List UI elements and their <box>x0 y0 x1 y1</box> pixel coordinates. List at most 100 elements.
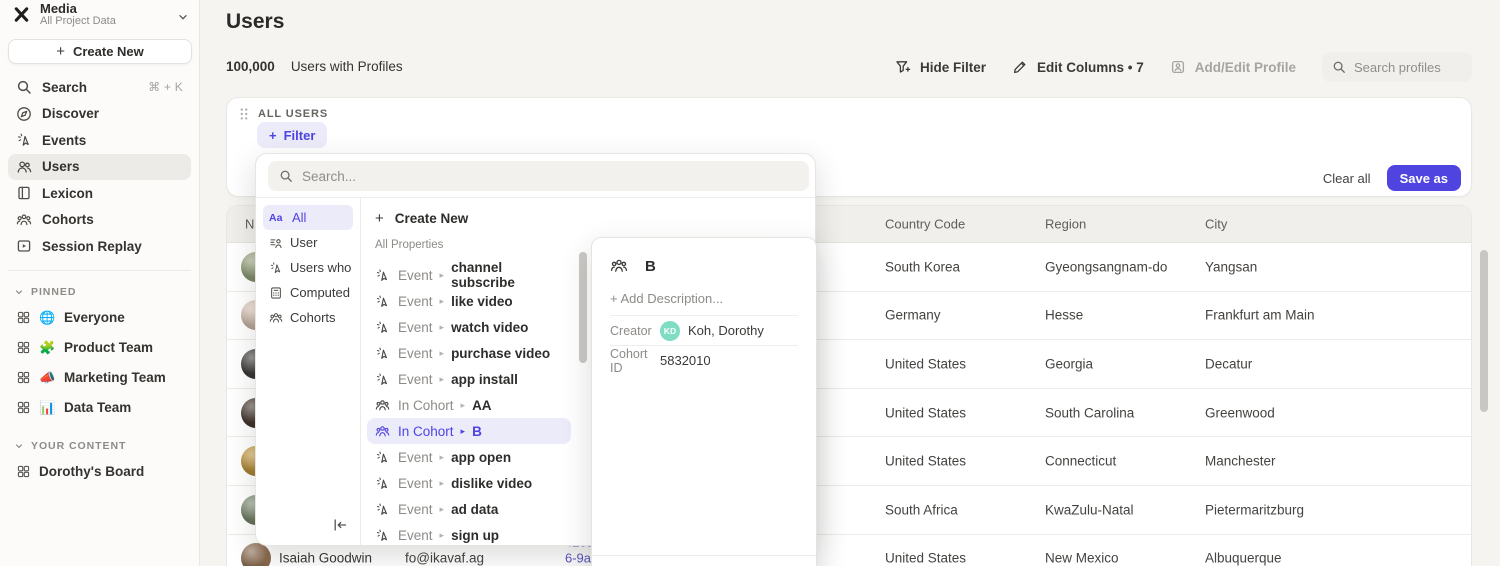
save-as-button[interactable]: Save as <box>1386 165 1461 191</box>
picker-item[interactable]: In Cohort ▸ AA <box>367 392 571 418</box>
picker-item[interactable]: Event ▸ app install <box>367 366 571 392</box>
sidebar-item-search[interactable]: Search ⌘ + K <box>8 74 191 101</box>
category-label: Cohorts <box>290 310 336 325</box>
sidebar-nav: Search ⌘ + K Discover Events Users Lexic… <box>0 74 199 260</box>
column-header-region[interactable]: Region <box>1045 216 1087 232</box>
drag-handle-icon[interactable] <box>239 107 249 121</box>
item-name: purchase video <box>451 345 551 361</box>
item-name: B <box>472 423 482 439</box>
cohort-title: B <box>645 257 656 275</box>
event-icon <box>375 502 390 517</box>
sidebar-board-data-team[interactable]: 📊 Data Team <box>8 393 191 423</box>
board-grid-icon <box>16 400 31 415</box>
picker-item[interactable]: Event ▸ channel subscribe <box>367 260 571 290</box>
edit-columns-button[interactable]: Edit Columns • 7 <box>1012 59 1144 75</box>
filter-group-label: ALL USERS <box>258 108 329 120</box>
cohort-popover-header: B <box>610 252 798 280</box>
chevron-right-icon: ▸ <box>460 425 466 436</box>
chevron-right-icon: ▸ <box>439 503 445 514</box>
column-header-country-code[interactable]: Country Code <box>885 216 966 232</box>
cell-email: fo@ikavaf.ag <box>405 550 484 566</box>
item-prefix: Event <box>398 319 433 335</box>
sidebar-item-label: Discover <box>42 106 100 122</box>
column-header-city[interactable]: City <box>1205 216 1228 232</box>
chevron-down-icon <box>15 443 23 448</box>
sidebar-item-users[interactable]: Users <box>8 153 191 180</box>
picker-item[interactable]: Event ▸ app open <box>367 444 571 470</box>
category-user[interactable]: User <box>263 230 353 255</box>
picker-scrollbar-thumb[interactable] <box>579 252 587 363</box>
filter-actions: Clear all Save as <box>1323 165 1461 191</box>
filter-button-label: Filter <box>283 127 316 143</box>
add-edit-profile-button[interactable]: Add/Edit Profile <box>1170 59 1296 75</box>
clear-all-button[interactable]: Clear all <box>1322 170 1371 186</box>
sidebar-board-product-team[interactable]: 🧩 Product Team <box>8 333 191 363</box>
create-new-button[interactable]: + Create New <box>8 39 192 64</box>
category-users-who-did[interactable]: Users who di... <box>263 255 353 280</box>
event-icon <box>269 261 283 275</box>
sidebar-item-cohorts[interactable]: Cohorts <box>8 207 191 234</box>
search-profiles-input[interactable] <box>1354 59 1462 75</box>
picker-create-new-button[interactable]: + Create New <box>367 204 571 232</box>
category-all[interactable]: Aa All <box>263 205 353 230</box>
property-picker-dropdown: Aa All User Users who di... Computed <box>255 153 817 566</box>
picker-item[interactable]: In Cohort ▸ B <box>367 418 571 444</box>
cell-country-code: United States <box>885 356 967 372</box>
megaphone-emoji-icon: 📣 <box>39 369 56 385</box>
create-new-label: Create New <box>72 44 144 59</box>
user-property-icon <box>269 236 283 250</box>
picker-item[interactable]: Event ▸ watch video <box>367 314 571 340</box>
item-prefix: Event <box>398 267 433 283</box>
picker-item[interactable]: Event ▸ like video <box>367 288 571 314</box>
item-name: app install <box>451 371 518 387</box>
add-description-button[interactable]: + Add Description... <box>610 291 724 306</box>
picker-search-input[interactable] <box>302 168 798 184</box>
your-content-header-label: YOUR CONTENT <box>31 439 127 452</box>
your-content-section-header[interactable]: YOUR CONTENT <box>0 435 199 457</box>
workspace-name: Media <box>40 1 77 16</box>
hide-filter-button[interactable]: Hide Filter <box>895 59 986 75</box>
filter-group-header: ALL USERS <box>239 107 328 121</box>
category-computed[interactable]: Computed <box>263 280 353 305</box>
board-grid-icon <box>16 370 31 385</box>
pinned-section-header[interactable]: PINNED <box>0 281 199 303</box>
creator-label: Creator <box>610 323 652 338</box>
picker-item[interactable]: Event ▸ ad data <box>367 496 571 522</box>
sidebar-board-everyone[interactable]: 🌐 Everyone <box>8 303 191 333</box>
category-label: All <box>292 210 307 225</box>
add-filter-button[interactable]: + Filter <box>257 122 328 148</box>
picker-search <box>268 161 809 191</box>
sidebar-item-session-replay[interactable]: Session Replay <box>8 233 191 260</box>
event-icon <box>375 476 390 491</box>
sidebar-board-marketing-team[interactable]: 📣 Marketing Team <box>8 363 191 393</box>
category-label: User <box>290 235 318 250</box>
chevron-right-icon: ▸ <box>439 477 445 488</box>
collapse-panel-icon[interactable] <box>332 517 348 533</box>
picker-item[interactable]: Event ▸ dislike video <box>367 470 571 496</box>
event-icon <box>375 294 390 309</box>
category-cohorts[interactable]: Cohorts <box>263 305 353 330</box>
cell-region: Gyeongsangnam-do <box>1045 259 1168 275</box>
funnel-plus-icon <box>895 59 911 75</box>
aa-icon: Aa <box>269 211 283 224</box>
sidebar-item-discover[interactable]: Discover <box>8 101 191 128</box>
picker-item[interactable]: Event ▸ purchase video <box>367 340 571 366</box>
sidebar-item-lexicon[interactable]: Lexicon <box>8 180 191 207</box>
cell-country-code: South Korea <box>885 259 961 275</box>
event-icon <box>375 268 390 283</box>
vertical-scrollbar-thumb[interactable] <box>1480 250 1488 412</box>
session-replay-icon <box>16 238 32 254</box>
more-options-icon[interactable]: ⋮ <box>788 565 802 566</box>
page-title: Users <box>226 10 285 33</box>
cell-city: Greenwood <box>1205 405 1275 421</box>
picker-item[interactable]: Event ▸ sign up <box>367 522 571 548</box>
user-count-label[interactable]: Users with Profiles <box>290 59 403 74</box>
sidebar-board-dorothys-board[interactable]: Dorothy's Board <box>8 457 191 487</box>
pencil-icon <box>1012 59 1028 75</box>
workspace-switcher[interactable]: Media All Project Data <box>0 0 199 34</box>
item-prefix: Event <box>398 293 433 309</box>
header-controls: Hide Filter Edit Columns • 7 Add/Edit Pr… <box>895 52 1472 82</box>
workspace-text: Media All Project Data <box>40 2 116 28</box>
picker-categories: Aa All User Users who di... Computed <box>256 198 361 545</box>
sidebar-item-events[interactable]: Events <box>8 127 191 154</box>
